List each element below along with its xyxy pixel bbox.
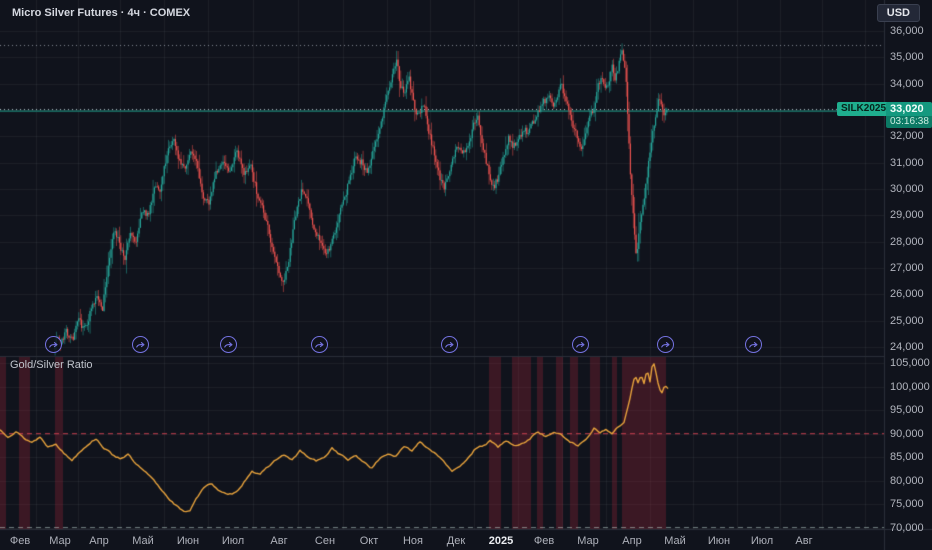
ratio-tick-label: 85,000 (890, 451, 924, 464)
time-tick-month: Сен (314, 535, 336, 547)
ratio-tick-label: 80,000 (890, 474, 924, 487)
time-tick-month: Окт (359, 535, 379, 547)
time-tick-month: Май (132, 535, 154, 547)
price-tick-label: 28,000 (890, 235, 924, 248)
price-tick-label: 34,000 (890, 77, 924, 90)
ratio-tick-label: 100,000 (890, 380, 930, 393)
time-tick-month: Мар (577, 535, 599, 547)
time-tick-month: Май (664, 535, 686, 547)
last-price-value: 33,020 (886, 102, 932, 117)
currency-button[interactable]: USD (876, 4, 920, 22)
bar-countdown: 03:16:38 (886, 116, 932, 129)
price-tick-label: 30,000 (890, 182, 924, 195)
time-tick-month: Мар (49, 535, 71, 547)
contract-roll-icon[interactable] (219, 335, 237, 353)
contract-roll-icon[interactable] (744, 335, 762, 353)
price-axis[interactable] (884, 0, 932, 529)
ratio-tick-label: 90,000 (890, 427, 924, 440)
ratio-tick-label: 75,000 (890, 498, 924, 511)
time-tick-month: Фев (9, 535, 31, 547)
price-tick-label: 35,000 (890, 51, 924, 64)
ratio-tick-label: 95,000 (890, 404, 924, 417)
contract-roll-icon[interactable] (310, 335, 328, 353)
price-tick-label: 32,000 (890, 130, 924, 143)
time-tick-month: Апр (89, 535, 109, 547)
time-tick-month: Апр (622, 535, 642, 547)
time-tick-month: Июн (176, 535, 200, 547)
time-tick-month: Июл (221, 535, 245, 547)
time-tick-month: Фев (533, 535, 555, 547)
time-axis[interactable] (0, 529, 884, 550)
ratio-tick-label: 70,000 (890, 522, 924, 534)
contract-roll-icon[interactable] (440, 335, 458, 353)
time-tick-month: Дек (446, 535, 466, 547)
price-tick-label: 29,000 (890, 209, 924, 222)
symbol-legend[interactable]: Micro Silver Futures · 4ч · COMEX (12, 7, 191, 19)
time-tick-month: Авг (795, 535, 813, 547)
price-tick-label: 27,000 (890, 261, 924, 274)
time-tick-month: Ноя (402, 535, 424, 547)
ratio-tick-label: 105,000 (890, 357, 930, 369)
price-tick-label: 26,000 (890, 288, 924, 301)
contract-roll-icon[interactable] (571, 335, 589, 353)
indicator-legend-gold-silver-ratio[interactable]: Gold/Silver Ratio (10, 359, 93, 371)
last-price-label: 33,020 03:16:38 (886, 102, 932, 129)
contract-tag[interactable]: SILK2025 (837, 102, 891, 117)
time-tick-month: Июл (750, 535, 774, 547)
time-tick-month: Июн (707, 535, 731, 547)
price-tick-label: 31,000 (890, 156, 924, 169)
contract-roll-icon[interactable] (131, 335, 149, 353)
price-tick-label: 25,000 (890, 314, 924, 327)
time-tick-month: Авг (270, 535, 288, 547)
contract-roll-icon[interactable] (656, 335, 674, 353)
price-tick-label: 36,000 (890, 25, 924, 37)
contract-roll-icon[interactable] (44, 335, 62, 353)
price-tick-label: 24,000 (890, 340, 924, 353)
time-tick-year: 2025 (488, 535, 514, 547)
